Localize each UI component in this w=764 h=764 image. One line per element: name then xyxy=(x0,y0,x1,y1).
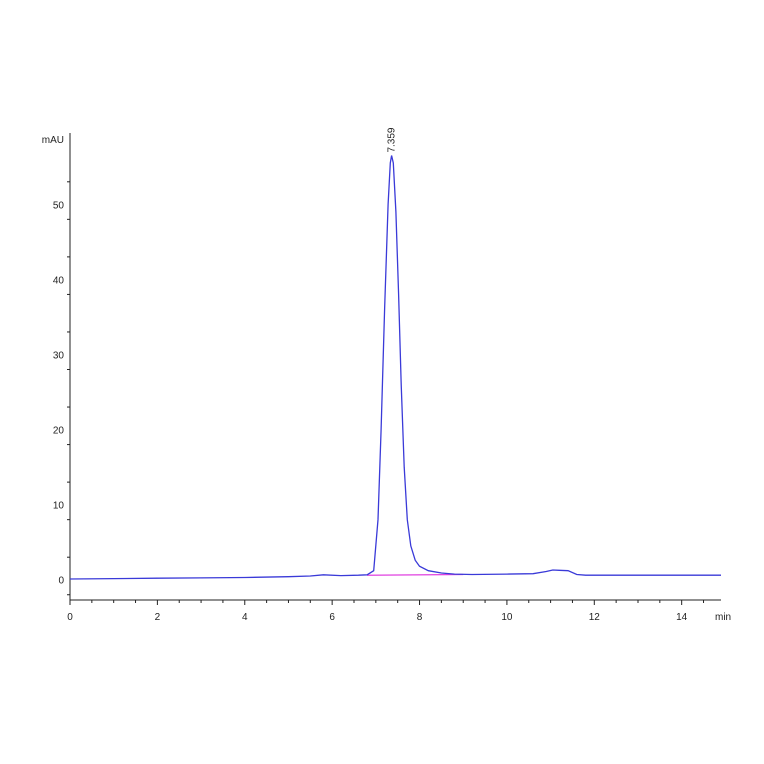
x-tick-label: 12 xyxy=(589,612,601,623)
y-tick-label: 0 xyxy=(58,576,64,587)
x-tick-label: 0 xyxy=(67,612,73,623)
y-tick-label: 20 xyxy=(53,426,65,437)
peak-label: 7.359 xyxy=(387,127,398,152)
y-tick-label: 10 xyxy=(53,501,65,512)
y-tick-label: 50 xyxy=(53,200,65,211)
integration-baseline xyxy=(367,573,464,576)
x-tick-label: 2 xyxy=(155,612,161,623)
x-tick-label: 4 xyxy=(242,612,248,623)
y-tick-label: 40 xyxy=(53,275,65,286)
y-tick-label: 30 xyxy=(53,350,65,361)
x-axis-label: min xyxy=(715,612,731,623)
x-tick-label: 8 xyxy=(417,612,423,623)
chromatogram-trace xyxy=(69,155,721,580)
x-tick-label: 6 xyxy=(329,612,335,623)
x-tick-label: 14 xyxy=(676,612,688,623)
y-axis-label: mAU xyxy=(42,135,64,146)
x-tick-label: 10 xyxy=(501,612,513,623)
